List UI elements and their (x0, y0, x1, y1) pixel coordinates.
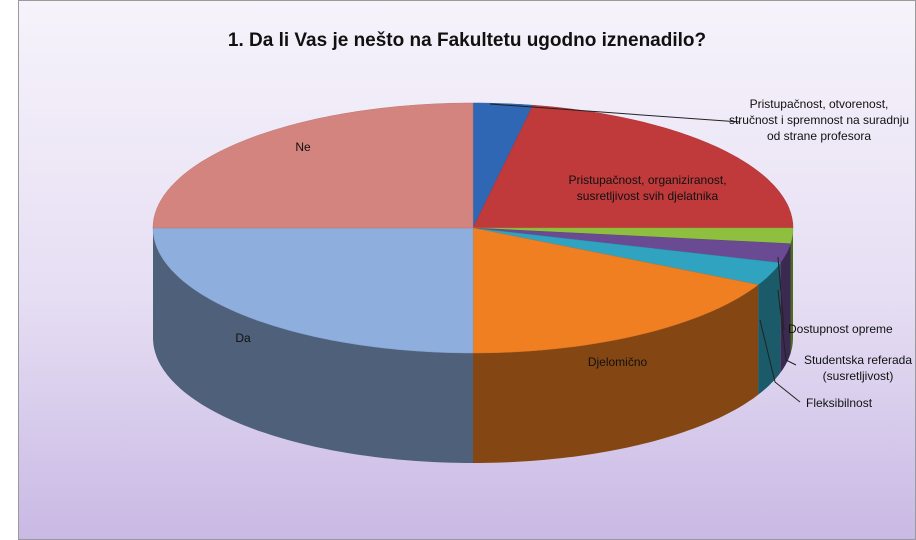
slice-side (758, 262, 781, 395)
slice-label: Studentska referada (susretljivost) (803, 353, 913, 383)
slice-side (473, 284, 759, 463)
slice-label: Fleksibilnost (806, 396, 873, 410)
slice (152, 227, 474, 354)
leader-line (777, 289, 797, 366)
slice-side (790, 228, 793, 354)
slice-label: Pristupačnost, otvorenost, stručnost i s… (728, 97, 910, 143)
chart-title: 1. Da li Vas je nešto na Fakultetu ugodn… (227, 30, 707, 51)
leader-line (759, 319, 801, 403)
slice-label: Pristupačnost, organiziranost, susretlji… (568, 173, 727, 203)
slice (472, 227, 759, 354)
slice-label: Dostupnost opreme (788, 322, 893, 336)
slice-side (153, 228, 473, 463)
slice (472, 227, 791, 264)
slice-label: Djelomično (587, 355, 648, 369)
slice-side (780, 243, 791, 373)
slice (152, 102, 474, 229)
slice (472, 104, 794, 229)
leader-line (489, 103, 741, 123)
leader-line (777, 256, 785, 331)
slice-label: Da (235, 331, 251, 345)
slice-label: Ne (295, 140, 311, 154)
